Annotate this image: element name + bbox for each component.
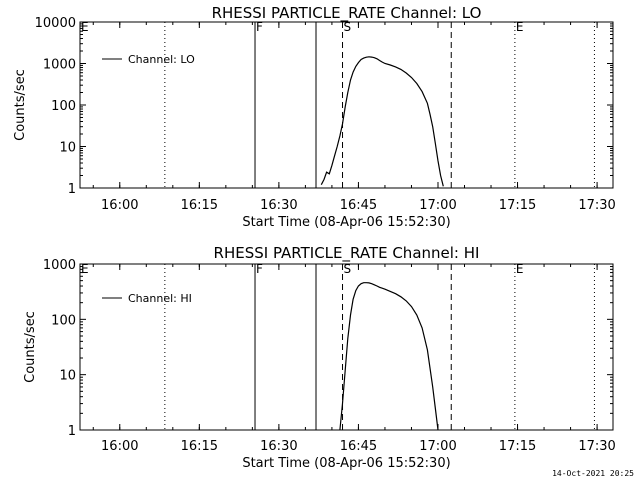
series-line-channel-hi: [339, 282, 439, 431]
y-tick-label: 1000: [43, 258, 76, 273]
generation-timestamp: 14-Oct-2021 20:25: [552, 469, 634, 478]
x-axis-label: Start Time (08-Apr-06 15:52:30): [242, 456, 450, 471]
x-tick-label: 16:15: [181, 439, 218, 454]
x-tick-label: 17:00: [419, 439, 456, 454]
y-axis-label: Counts/sec: [23, 311, 38, 383]
x-tick-label: 17:00: [419, 198, 456, 213]
x-tick-label: 16:30: [260, 198, 297, 213]
x-tick-label: 16:45: [340, 439, 377, 454]
x-tick-label: 17:15: [499, 198, 536, 213]
series-line-channel-lo: [320, 56, 444, 187]
y-tick-label: 1: [68, 182, 76, 197]
x-tick-label: 17:30: [578, 439, 615, 454]
plot-frame: [79, 263, 614, 431]
y-tick-label: 100: [51, 99, 76, 114]
panel-channel-hi: RHESSI PARTICLE_RATE Channel: HI 16:00 16:…: [23, 244, 616, 471]
y-tick-label: 1: [68, 424, 76, 439]
legend-label: Channel: LO: [128, 53, 195, 66]
y-axis-label: Counts/sec: [13, 69, 28, 141]
y-tick-label: 100: [51, 313, 76, 328]
x-tick-label: 17:30: [578, 198, 615, 213]
x-tick-label: 17:15: [499, 439, 536, 454]
event-marker-label: E: [516, 262, 524, 276]
chart-title: RHESSI PARTICLE_RATE Channel: HI: [214, 244, 480, 263]
x-tick-label: 16:00: [101, 439, 138, 454]
legend-label: Channel: HI: [128, 292, 192, 305]
x-tick-label: 16:00: [101, 198, 138, 213]
event-marker-label: F: [256, 20, 263, 34]
event-marker-label: S: [344, 262, 352, 276]
corner-label: E: [81, 20, 89, 34]
y-tick-label: 10: [59, 369, 76, 384]
panel-channel-lo: RHESSI PARTICLE_RATE Channel: LO 16:00 16:…: [13, 4, 616, 230]
event-marker-label: F: [256, 262, 263, 276]
x-tick-label: 16:45: [340, 198, 377, 213]
x-tick-label: 16:15: [181, 198, 218, 213]
event-marker-label: E: [516, 20, 524, 34]
plot-frame: [79, 21, 614, 189]
x-tick-label: 16:30: [260, 439, 297, 454]
x-axis-label: Start Time (08-Apr-06 15:52:30): [242, 215, 450, 230]
event-marker-label: S: [344, 20, 352, 34]
corner-label: E: [81, 262, 89, 276]
chart-title: RHESSI PARTICLE_RATE Channel: LO: [212, 4, 482, 23]
y-tick-label: 10000: [35, 16, 76, 31]
y-tick-label: 10: [59, 141, 76, 156]
y-tick-label: 1000: [43, 58, 76, 73]
